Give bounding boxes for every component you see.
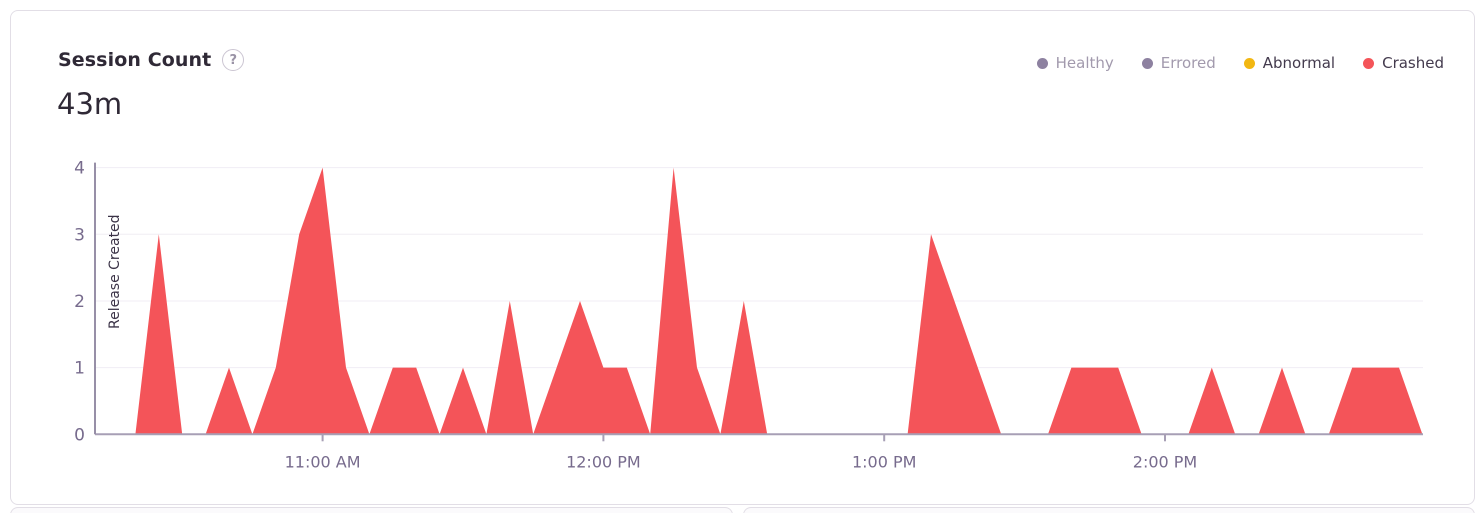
legend-item-errored[interactable]: Errored: [1141, 54, 1216, 72]
legend-item-healthy[interactable]: Healthy: [1036, 54, 1114, 72]
panel-header: Session Count ?: [58, 49, 245, 71]
x-tick-label: 1:00 PM: [852, 452, 916, 471]
legend-item-abnormal[interactable]: Abnormal: [1243, 54, 1336, 72]
session-count-total: 43m: [57, 87, 123, 121]
area-chart-svg: 11:00 AM 12:00 PM 1:00 PM 2:00 PM 0 1 2 3 4 Relea…: [74, 159, 1423, 471]
x-tick-label: 12:00 PM: [566, 452, 641, 471]
next-panels-edge: [0, 507, 1484, 513]
y-tick-label: 0: [74, 425, 85, 445]
next-card-top-right: [743, 507, 1475, 513]
session-trend-chart[interactable]: 11:00 AM 12:00 PM 1:00 PM 2:00 PM 0 1 2 3 4 Relea…: [11, 156, 1476, 506]
chart-legend: Healthy Errored Abnormal Crashed: [1036, 54, 1444, 72]
legend-dot-abnormal: [1243, 57, 1255, 69]
y-tick-label: 4: [74, 159, 85, 179]
x-tick-label: 11:00 AM: [285, 452, 361, 471]
y-tick-label: 1: [74, 359, 85, 379]
crashed-area-series[interactable]: [112, 167, 1423, 435]
help-icon[interactable]: ?: [222, 49, 245, 71]
session-count-card: Session Count ? 43m Healthy Errored Abnorm…: [10, 10, 1475, 505]
legend-dot-errored: [1141, 57, 1153, 69]
y-tick-label: 3: [74, 225, 85, 245]
legend-item-crashed[interactable]: Crashed: [1363, 54, 1444, 72]
legend-dot-crashed: [1363, 57, 1375, 69]
y-tick-label: 2: [74, 292, 85, 312]
next-card-top-left: [10, 507, 733, 513]
x-tick-label: 2:00 PM: [1133, 452, 1197, 471]
legend-label: Errored: [1160, 54, 1216, 72]
panel-title: Session Count: [58, 49, 212, 71]
legend-label: Healthy: [1055, 54, 1114, 72]
legend-label: Abnormal: [1262, 54, 1336, 72]
legend-dot-healthy: [1036, 57, 1048, 69]
legend-label: Crashed: [1382, 54, 1444, 72]
release-created-label: Release Created: [107, 214, 123, 329]
